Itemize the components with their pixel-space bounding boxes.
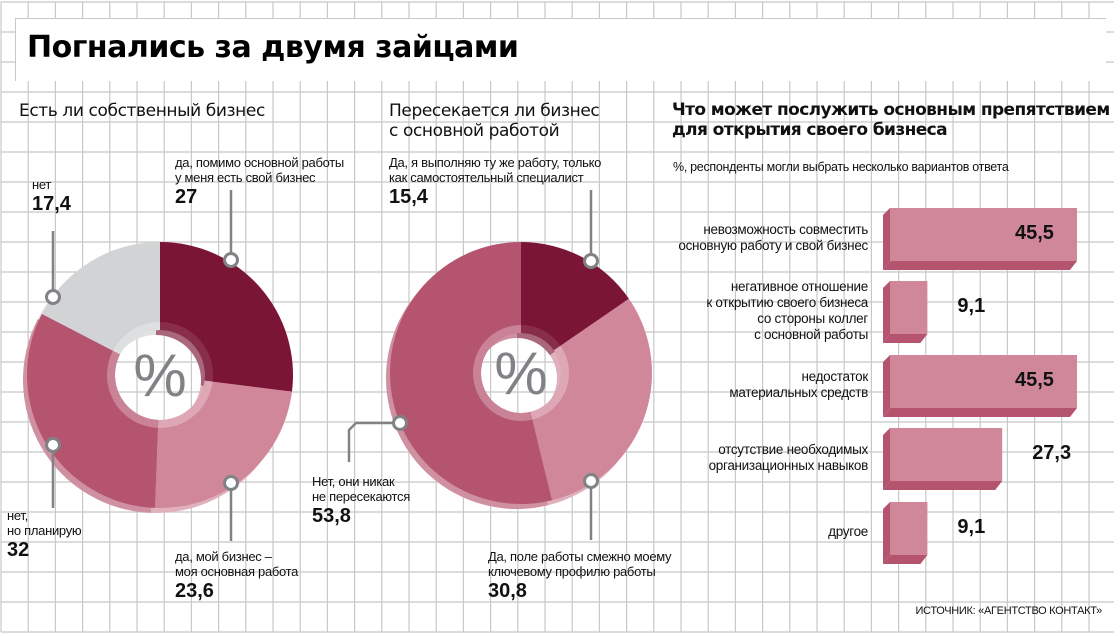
donut-slice (389, 242, 552, 505)
bar-bottom (883, 481, 1003, 490)
percent-sign-icon: % (494, 340, 547, 407)
donut-slice-inner-ring (521, 325, 561, 351)
bar-group (883, 428, 1003, 490)
page-title: Погнались за двумя зайцами (27, 30, 519, 65)
bar (890, 502, 928, 555)
donut-slice-inner-ring (158, 380, 213, 428)
bar-value-label: 9,1 (957, 294, 986, 317)
donut2-title: Пересекается ли бизнес с основной работо… (389, 101, 600, 141)
bar-label-line: материальных средств (729, 385, 868, 400)
bar-label-line: другое (828, 524, 868, 539)
bar-label-line: отсутствие необходимых (718, 442, 868, 457)
donut-slice-inner-ring (112, 322, 160, 355)
donut-slice (160, 242, 294, 392)
connector-line (347, 421, 400, 462)
bar-chart-subtitle: %, респонденты могли выбрать несколько в… (673, 160, 1009, 174)
donut1-value-no: 17,4 (32, 193, 71, 215)
connector-dot-icon (392, 415, 408, 431)
bar (890, 281, 928, 334)
bar-group (883, 281, 928, 343)
bar-group (883, 502, 928, 564)
bar-value-label: 45,5 (1015, 221, 1054, 244)
bar-label-line: к открытию своего бизнеса (706, 295, 868, 310)
connector-dot-icon (45, 289, 61, 305)
connector-dot-icon (223, 475, 239, 491)
donut-slice-inner-ring (160, 322, 213, 382)
donut1-title: Есть ли собственный бизнес (19, 101, 265, 121)
bar-label-line: с основной работы (754, 327, 868, 342)
bar-side (883, 428, 890, 490)
bar-label-line: невозможность совместить (703, 222, 868, 237)
connector-dot-icon (583, 473, 599, 489)
connector-dot-icon (583, 253, 599, 269)
donut1-label-main-business: да, мой бизнес – моя основная работа 23,… (175, 549, 299, 602)
bar-bottom (883, 555, 928, 564)
donut-slice (521, 242, 629, 351)
donut2-label-adjacent: Да, поле работы смежно моему ключевому п… (488, 549, 672, 602)
bar-group (883, 355, 1077, 417)
donut-slice (41, 242, 160, 355)
donut1-label-planning: нет, но планирую 32 (7, 508, 82, 561)
bar-bottom (883, 408, 1077, 417)
bar-labels-column: невозможность совместить основную работу … (560, 0, 868, 636)
bar-bottom (883, 334, 928, 343)
bar-side (883, 355, 890, 417)
percent-sign-icon: % (133, 342, 186, 409)
donut1-label-no: нет 17,4 (32, 177, 71, 215)
title-panel (15, 18, 1106, 81)
bar (890, 208, 1077, 261)
bar-label: другое (828, 524, 868, 540)
donut2-value-same-work: 15,4 (389, 186, 428, 208)
donut2-label-no-overlap: Нет, они никак не пересекаются 53,8 (312, 474, 410, 527)
bar-label-line: негативное отношение (730, 279, 868, 294)
bar-label: невозможность совместить основную работу … (678, 222, 868, 254)
donut-slice-inner-ring (107, 350, 159, 428)
donut-slice (26, 313, 159, 508)
bar-bottom (883, 261, 1077, 270)
source-note: ИСТОЧНИК: «АГЕНТСТВО КОНТАКТ» (915, 605, 1102, 617)
bar-value-label: 27,3 (1032, 441, 1072, 464)
donut2-value-adjacent: 30,8 (488, 580, 527, 602)
bar (890, 428, 1003, 481)
donut1-value-side-business: 27 (175, 186, 198, 208)
bar-label: отсутствие необходимых организационных на… (708, 442, 869, 474)
donut-slice-inner-ring (530, 345, 569, 420)
bar-side (883, 281, 890, 343)
donut1-value-planning: 32 (7, 539, 30, 561)
connector-dot-icon (223, 252, 239, 268)
donut1-label-side-business: да, помимо основной работы у меня есть с… (175, 155, 344, 208)
connector-dot-icon (45, 437, 61, 453)
bar-group (883, 208, 1077, 270)
donut2-label-same-work: Да, я выполняю ту же работу, только как … (389, 155, 602, 208)
bar (890, 355, 1077, 408)
bar-label: недостаток материальных средств (729, 369, 868, 401)
bar-chart-title: Что может послужить основным препятствие… (672, 100, 1110, 140)
bar-side (883, 502, 890, 564)
bar-value-label: 45,5 (1015, 368, 1054, 391)
bar-side (883, 208, 890, 270)
bar-label-line: недостаток (801, 369, 869, 384)
bar-label: негативное отношение к открытию своего би… (706, 279, 868, 343)
bar-label-line: организационных навыков (708, 458, 869, 473)
bar-label-line: со стороны коллег (757, 311, 868, 326)
donut2-value-no-overlap: 53,8 (312, 505, 351, 527)
bar-label-line: основную работу и свой бизнес (678, 238, 868, 253)
donut1-value-main-business: 23,6 (175, 580, 214, 602)
donut-slice-inner-ring (473, 325, 533, 421)
bar-value-label: 9,1 (957, 515, 986, 538)
